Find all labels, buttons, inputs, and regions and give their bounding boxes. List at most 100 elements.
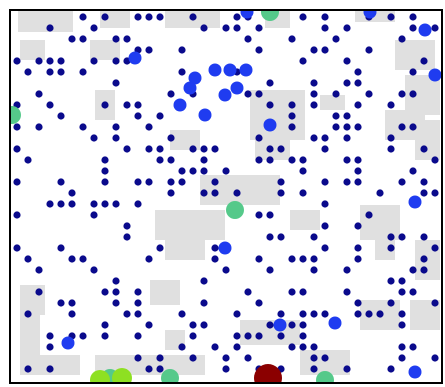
agent-small xyxy=(288,288,296,296)
agent-small xyxy=(101,167,109,175)
agent-small xyxy=(244,288,252,296)
agent-small xyxy=(145,46,153,54)
agent-small xyxy=(167,178,175,186)
agent-small xyxy=(244,354,252,362)
agent-small xyxy=(145,321,153,329)
agent-small xyxy=(365,211,373,219)
agent-blue xyxy=(273,318,287,332)
agent-small xyxy=(321,244,329,252)
agent-small xyxy=(365,46,373,54)
agent-small xyxy=(156,244,164,252)
agent-small xyxy=(354,167,362,175)
agent-small xyxy=(255,211,263,219)
agent-blue xyxy=(128,51,142,65)
agent-lime xyxy=(112,368,132,382)
agent-small xyxy=(68,310,76,318)
agent-small xyxy=(244,90,252,98)
agent-small xyxy=(24,156,32,164)
agent-small xyxy=(266,211,274,219)
agent-small xyxy=(200,321,208,329)
agent-small xyxy=(398,277,406,285)
agent-small xyxy=(167,189,175,197)
agent-small xyxy=(134,101,142,109)
agent-small xyxy=(233,24,241,32)
agent-small xyxy=(189,321,197,329)
agent-small xyxy=(409,288,417,296)
agent-small xyxy=(299,343,307,351)
agent-small xyxy=(310,233,318,241)
agent-blue xyxy=(223,63,237,77)
agent-small xyxy=(343,156,351,164)
agent-small xyxy=(420,233,428,241)
agent-small xyxy=(409,68,417,76)
agent-small xyxy=(387,299,395,307)
agent-small xyxy=(211,343,219,351)
agent-small xyxy=(310,101,318,109)
agent-small xyxy=(299,189,307,197)
agent-small xyxy=(46,101,54,109)
agent-small xyxy=(222,365,230,373)
agent-small xyxy=(365,90,373,98)
terrain-patch xyxy=(395,40,435,70)
agent-small xyxy=(310,266,318,274)
agent-blue xyxy=(408,365,422,379)
agent-small xyxy=(200,299,208,307)
agent-small xyxy=(222,354,230,362)
agent-small xyxy=(112,79,120,87)
agent-small xyxy=(332,123,340,131)
agent-small xyxy=(79,13,87,21)
agent-small xyxy=(310,79,318,87)
agent-small xyxy=(57,200,65,208)
agent-small xyxy=(343,288,351,296)
agent-small xyxy=(343,112,351,120)
agent-small xyxy=(398,321,406,329)
agent-small xyxy=(321,354,329,362)
agent-small xyxy=(387,277,395,285)
agent-small xyxy=(255,90,263,98)
agent-small xyxy=(68,35,76,43)
agent-small xyxy=(90,57,98,65)
agent-blue xyxy=(328,316,342,330)
agent-small xyxy=(354,101,362,109)
agent-small xyxy=(398,233,406,241)
agent-small xyxy=(431,244,439,252)
agent-small xyxy=(46,68,54,76)
agent-small xyxy=(68,299,76,307)
agent-small xyxy=(211,145,219,153)
agent-small xyxy=(321,222,329,230)
agent-small xyxy=(211,189,219,197)
agent-small xyxy=(13,57,21,65)
agent-small xyxy=(288,35,296,43)
agent-small xyxy=(101,288,109,296)
agent-small xyxy=(134,13,142,21)
agent-small xyxy=(200,167,208,175)
agent-small xyxy=(431,24,439,32)
agent-small xyxy=(46,57,54,65)
agent-small xyxy=(79,332,87,340)
terrain-patch xyxy=(90,40,120,60)
agent-small xyxy=(123,145,131,153)
agent-small xyxy=(376,310,384,318)
agent-blue xyxy=(408,195,422,209)
agent-small xyxy=(233,310,241,318)
agent-small xyxy=(310,46,318,54)
agent-small xyxy=(299,57,307,65)
agent-blue xyxy=(263,118,277,132)
agent-small xyxy=(277,178,285,186)
agent-small xyxy=(354,156,362,164)
agent-small xyxy=(255,46,263,54)
agent-small xyxy=(134,299,142,307)
terrain-patch xyxy=(360,205,400,240)
agent-small xyxy=(387,13,395,21)
agent-small xyxy=(431,299,439,307)
agent-small xyxy=(277,310,285,318)
simulation-board xyxy=(9,9,443,384)
agent-small xyxy=(343,57,351,65)
agent-small xyxy=(178,68,186,76)
agents-layer xyxy=(11,11,441,382)
agent-blue xyxy=(418,23,432,37)
agent-small xyxy=(90,211,98,219)
agent-small xyxy=(310,310,318,318)
agent-small xyxy=(112,288,120,296)
agent-small xyxy=(343,24,351,32)
